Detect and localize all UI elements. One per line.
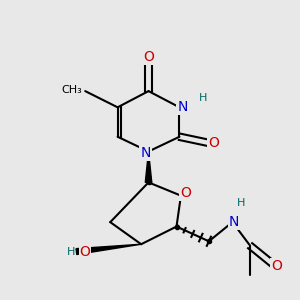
Text: H: H — [237, 198, 245, 208]
Text: O: O — [180, 186, 191, 200]
Polygon shape — [76, 244, 141, 254]
Text: H: H — [67, 247, 75, 256]
Text: N: N — [140, 146, 151, 160]
Text: N: N — [229, 215, 239, 229]
Polygon shape — [145, 152, 152, 182]
Text: H: H — [199, 94, 207, 103]
Text: O: O — [271, 259, 282, 273]
Text: N: N — [177, 100, 188, 114]
Text: CH₃: CH₃ — [61, 85, 82, 94]
Text: O: O — [143, 50, 154, 64]
Text: O: O — [208, 136, 219, 150]
Text: O: O — [79, 245, 90, 259]
